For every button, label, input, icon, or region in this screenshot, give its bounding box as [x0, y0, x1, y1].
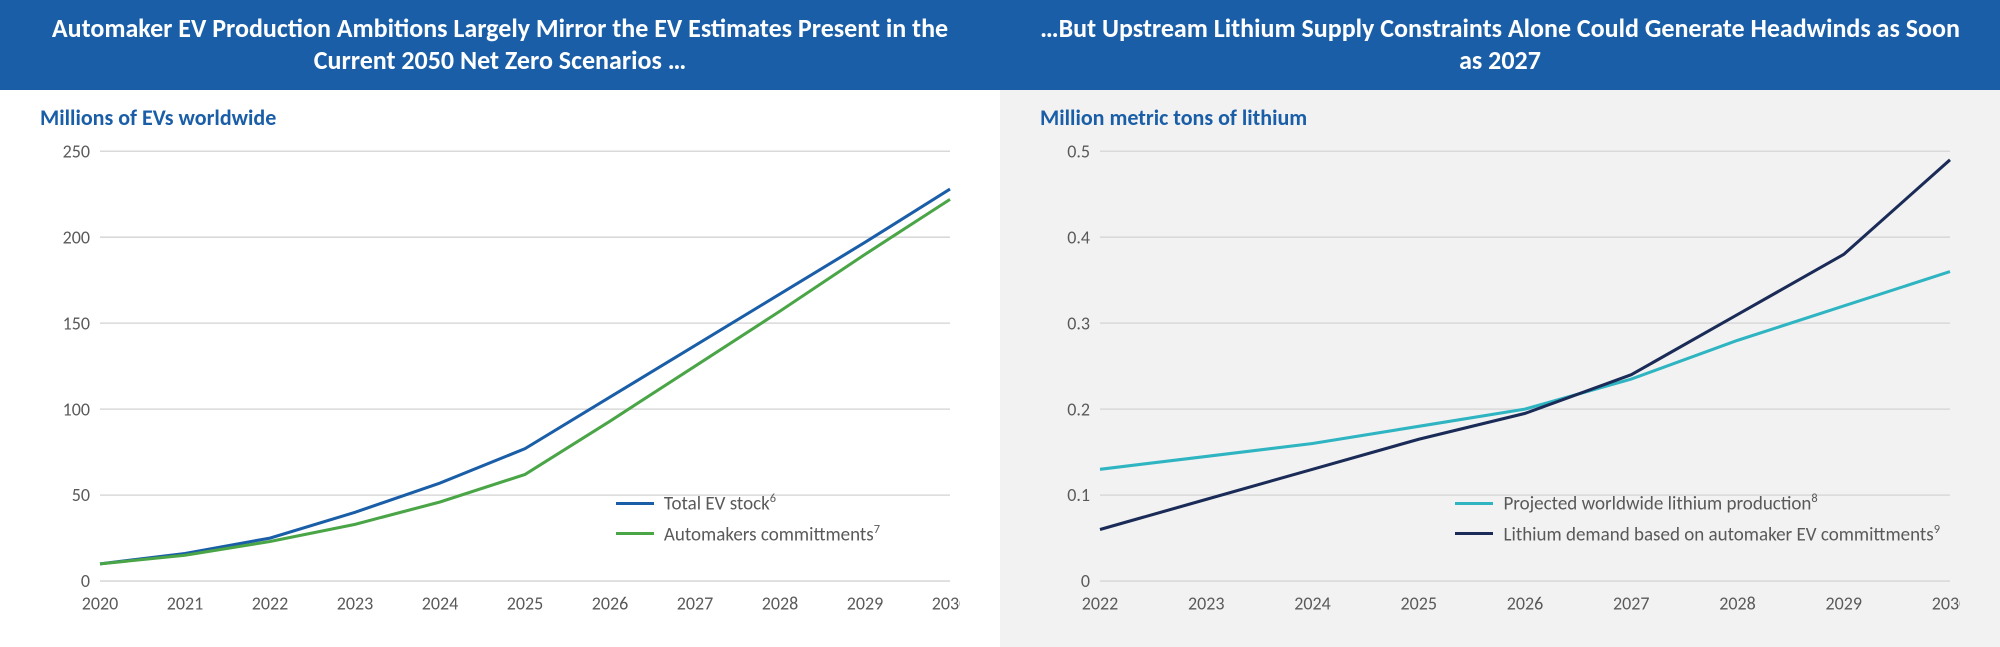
svg-text:2029: 2029 [1826, 593, 1862, 615]
legend-item: Lithium demand based on automaker EV com… [1455, 522, 1940, 546]
svg-text:2023: 2023 [337, 593, 373, 615]
svg-text:2029: 2029 [847, 593, 883, 615]
legend-swatch [1455, 502, 1493, 505]
left-title: Automaker EV Production Ambitions Largel… [0, 0, 1000, 90]
svg-text:2030: 2030 [932, 593, 960, 615]
legend-swatch [616, 502, 654, 505]
svg-text:2022: 2022 [252, 593, 288, 615]
right-title: …But Upstream Lithium Supply Constraints… [1000, 0, 2000, 90]
svg-text:0.1: 0.1 [1067, 484, 1090, 506]
legend-item: Projected worldwide lithium production8 [1455, 491, 1940, 515]
right-chart-wrap: 0 0.1 0.2 0.3 0.4 0.5 2022 2023 2024 2025 2026 2027… [1000, 131, 2000, 647]
legend-label: Automakers committments7 [664, 522, 880, 546]
left-subtitle: Millions of EVs worldwide [0, 90, 1000, 131]
svg-text:2020: 2020 [82, 593, 118, 615]
svg-text:2026: 2026 [1507, 593, 1543, 615]
svg-text:0: 0 [81, 570, 90, 592]
svg-text:2027: 2027 [1613, 593, 1649, 615]
series-line [1100, 272, 1950, 470]
right-legend: Projected worldwide lithium production8 L… [1455, 491, 1940, 552]
left-panel: Automaker EV Production Ambitions Largel… [0, 0, 1000, 647]
svg-text:0.5: 0.5 [1067, 141, 1090, 162]
svg-text:0.3: 0.3 [1067, 312, 1090, 334]
svg-text:0.2: 0.2 [1067, 398, 1090, 420]
svg-text:2023: 2023 [1188, 593, 1224, 615]
right-subtitle: Million metric tons of lithium [1000, 90, 2000, 131]
svg-text:2024: 2024 [422, 593, 458, 615]
legend-swatch [1455, 532, 1493, 535]
svg-text:50: 50 [72, 484, 90, 506]
svg-text:200: 200 [63, 226, 90, 248]
svg-text:2024: 2024 [1294, 593, 1330, 615]
svg-text:2021: 2021 [167, 593, 203, 615]
svg-text:250: 250 [63, 141, 90, 162]
legend-item: Total EV stock6 [616, 491, 880, 515]
right-panel: …But Upstream Lithium Supply Constraints… [1000, 0, 2000, 647]
legend-label: Lithium demand based on automaker EV com… [1503, 522, 1940, 546]
svg-text:0.4: 0.4 [1067, 226, 1090, 248]
svg-text:2022: 2022 [1082, 593, 1118, 615]
svg-text:100: 100 [63, 398, 90, 420]
svg-text:2025: 2025 [507, 593, 543, 615]
legend-label: Total EV stock6 [664, 491, 776, 515]
left-chart-wrap: 0 50 100 150 200 250 2020 2021 2022 2023 2024 2025 2… [0, 131, 1000, 647]
svg-text:2030: 2030 [1932, 593, 1960, 615]
svg-text:150: 150 [63, 312, 90, 334]
svg-text:0: 0 [1081, 570, 1090, 592]
legend-swatch [616, 532, 654, 535]
legend-label: Projected worldwide lithium production8 [1503, 491, 1817, 515]
svg-text:2027: 2027 [677, 593, 713, 615]
svg-text:2025: 2025 [1401, 593, 1437, 615]
series-line [1100, 160, 1950, 530]
svg-text:2026: 2026 [592, 593, 628, 615]
svg-text:2028: 2028 [762, 593, 798, 615]
svg-text:2028: 2028 [1719, 593, 1755, 615]
left-legend: Total EV stock6 Automakers committments7 [616, 491, 880, 552]
legend-item: Automakers committments7 [616, 522, 880, 546]
